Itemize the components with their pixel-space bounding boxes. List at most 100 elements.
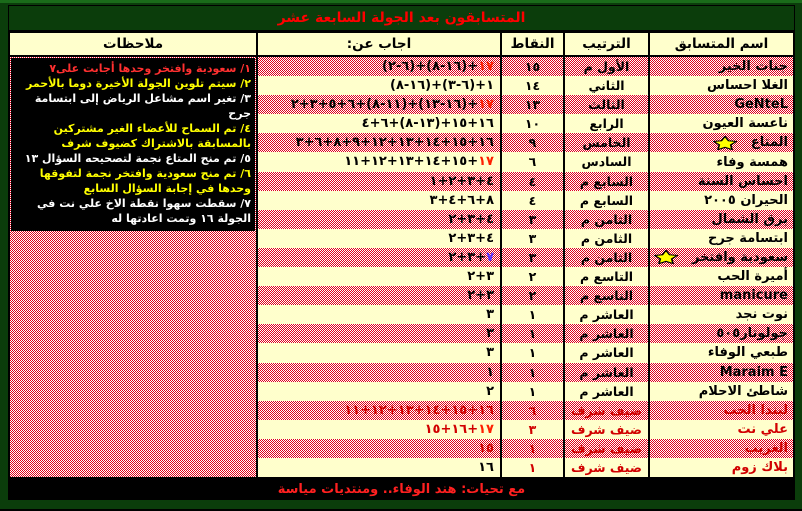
points-cell: ١ [502,324,563,344]
rank-cell: التاسع م [565,286,648,306]
results-grid: اسم المتسابق الترتيب النقاط اجاب عن: ملا… [8,31,795,480]
answered-formula: (١٦-٨)+(٦-٣)+١ [390,76,494,95]
points-cell: ٤ [502,171,563,191]
rank-cell: الأول م [565,57,648,77]
results-page: المتسابقون بعد الجولة السابعة عشر اسم ال… [0,3,802,501]
answered-cell: ٢ [258,381,500,401]
header-notes: ملاحظات [10,33,256,57]
contestant-name: GeNteL [734,97,788,113]
rank-cell: الرابع [565,114,648,134]
points-cell: ١٠ [502,114,563,134]
contestant-name: جنات الخير [718,59,788,75]
formula-segment: ٧ [486,249,494,265]
contestant-name: أميرة الحب [717,269,788,285]
answered-formula: ٧+٣+٢ [448,248,494,267]
contestant-name: Maraim E [719,364,788,380]
contestant-name: نوت نجد [735,307,788,323]
contestant-name-cell: الغلا احساس [650,76,793,96]
answered-formula: ١٧+(١٦-١٣)+(١١-٨)+٦+٥+٣+٢ [291,95,494,114]
answered-formula: ١٧+(١٦-٨)+(٦-٢) [382,57,494,76]
rank-cell: التاسع م [565,267,648,287]
contestant-name: همسة وفاء [716,154,789,170]
answered-formula: ٤+٣+٢ [448,210,494,229]
note-line: ١/ سعودية وافتخر وحدها أجابت على٧ [49,62,251,75]
contestant-name: الغريب [744,440,788,456]
answered-cell: ١٧+١٥+١٤+١٣+١٢+١١ [258,152,500,172]
contestant-name-cell: manicure [650,286,793,306]
rank-cell: الثامن م [565,209,648,229]
answered-formula: ٣+٢ [467,286,494,305]
rank-cell: العاشر م [565,362,648,382]
points-cell: ١ [502,438,563,458]
formula-segment: ١ [486,364,494,380]
notes-column: ١/ سعودية وافتخر وحدها أجابت على٧ ٢/ سيتم… [10,57,256,478]
points-cell: ٣ [502,228,563,248]
answered-cell: ٤+٣+٢+١ [258,171,500,191]
formula-segment: ٣+٢ [467,269,494,285]
points-cell: ١ [502,343,563,363]
answered-formula: ١٧+١٦+١٥ [425,420,494,439]
formula-segment: ١٦ [478,459,494,475]
contestant-name: احساس السنة [697,173,788,189]
rank-cell: الثامن م [565,247,648,268]
answered-cell: ١٦+١٥+(١٣-٨)+٦+٤ [258,114,500,134]
header-points: النقاط [502,33,563,57]
answered-formula: ١ [486,363,494,382]
contestant-name: جولوتار٥٠٥ [716,326,788,342]
formula-segment: ١٧ [478,421,494,437]
header-contestant-name: اسم المتسابق [650,33,793,57]
answered-cell: ١٧+(١٦-٨)+(٦-٢) [258,57,500,77]
title-bar: المتسابقون بعد الجولة السابعة عشر [8,5,795,31]
points-cell: ١٤ [502,76,563,96]
formula-segment: ٣+٢ [467,288,494,304]
answered-formula: ٣ [486,343,494,362]
top-strip [0,0,802,3]
formula-segment: ٤+٣+٢ [448,230,494,246]
answered-formula: ٤+٣+٢+١ [430,172,494,191]
header-rank: الترتيب [565,33,648,57]
formula-segment: ١٦+١٥+١٤+١٣+١٢+٩+٨+٦+٣ [295,135,494,151]
contestant-name-cell: الغريب [650,438,793,458]
contestant-name-cell: احساس السنة [650,171,793,191]
formula-segment: +١٥+١٤+١٣+١٢+١١ [344,154,479,170]
answered-formula: ٤+٣+٢ [448,229,494,248]
contestant-name-cell: GeNteL [650,95,793,115]
note-line: ٥/ تم منح المتاع نجمة لتصحيحه السؤال ١٣ [24,152,251,165]
rank-cell: العاشر م [565,343,648,363]
contestant-name: ابتسامة جرح [707,230,788,246]
contestant-name: الغلا احساس [707,78,788,94]
answered-formula: ٣+٢ [467,267,494,286]
contestant-name-cell: برق الشمال [650,209,793,229]
page-title: المتسابقون بعد الجولة السابعة عشر [277,10,526,26]
contestant-name-cell: سعودية وافتخر [650,247,793,268]
answered-formula: ١٥ [478,439,494,458]
formula-segment: ١٧ [478,97,494,113]
rank-cell: العاشر م [565,324,648,344]
answered-cell: ١٦+١٥+١٤+١٣+١٢+١١ [258,400,500,420]
formula-segment: ٢ [486,383,494,399]
contestant-name: بلاك زوم [731,460,788,476]
answered-cell: ٣ [258,324,500,344]
answered-cell: ٣ [258,343,500,363]
contestant-name-cell: جولوتار٥٠٥ [650,324,793,344]
formula-segment: ١٦+١٥+١٤+١٣+١٢+١١ [344,402,494,418]
rank-cell: العاشر م [565,381,648,401]
answered-formula: ١٦ [478,458,494,477]
note-line: ٣/ تغير اسم مشاعل الرياض إلى ابتسامة جرح [34,92,251,120]
rank-cell: العاشر م [565,305,648,325]
contestant-name-cell: أميرة الحب [650,267,793,287]
rank-cell: السادس [565,152,648,172]
contestant-name-cell: ليندا الحب [650,400,793,420]
formula-segment: ٣ [486,326,494,342]
answered-cell: ٨+٦+٤+٣ [258,190,500,210]
answered-cell: ٤+٣+٢ [258,209,500,229]
answered-cell: ١٥ [258,438,500,458]
rank-cell: الثامن م [565,228,648,248]
contestant-name-cell: همسة وفاء [650,152,793,172]
formula-segment: ٣ [486,307,494,323]
answered-cell: ٧+٣+٢ [258,247,500,268]
contestant-name-cell: شاطئ الاحلام [650,381,793,401]
contestant-name: ليندا الحب [723,402,788,418]
answered-cell: ١٦+١٥+١٤+١٣+١٢+٩+٨+٦+٣ [258,133,500,153]
contestant-name: سعودية وافتخر [691,249,788,265]
